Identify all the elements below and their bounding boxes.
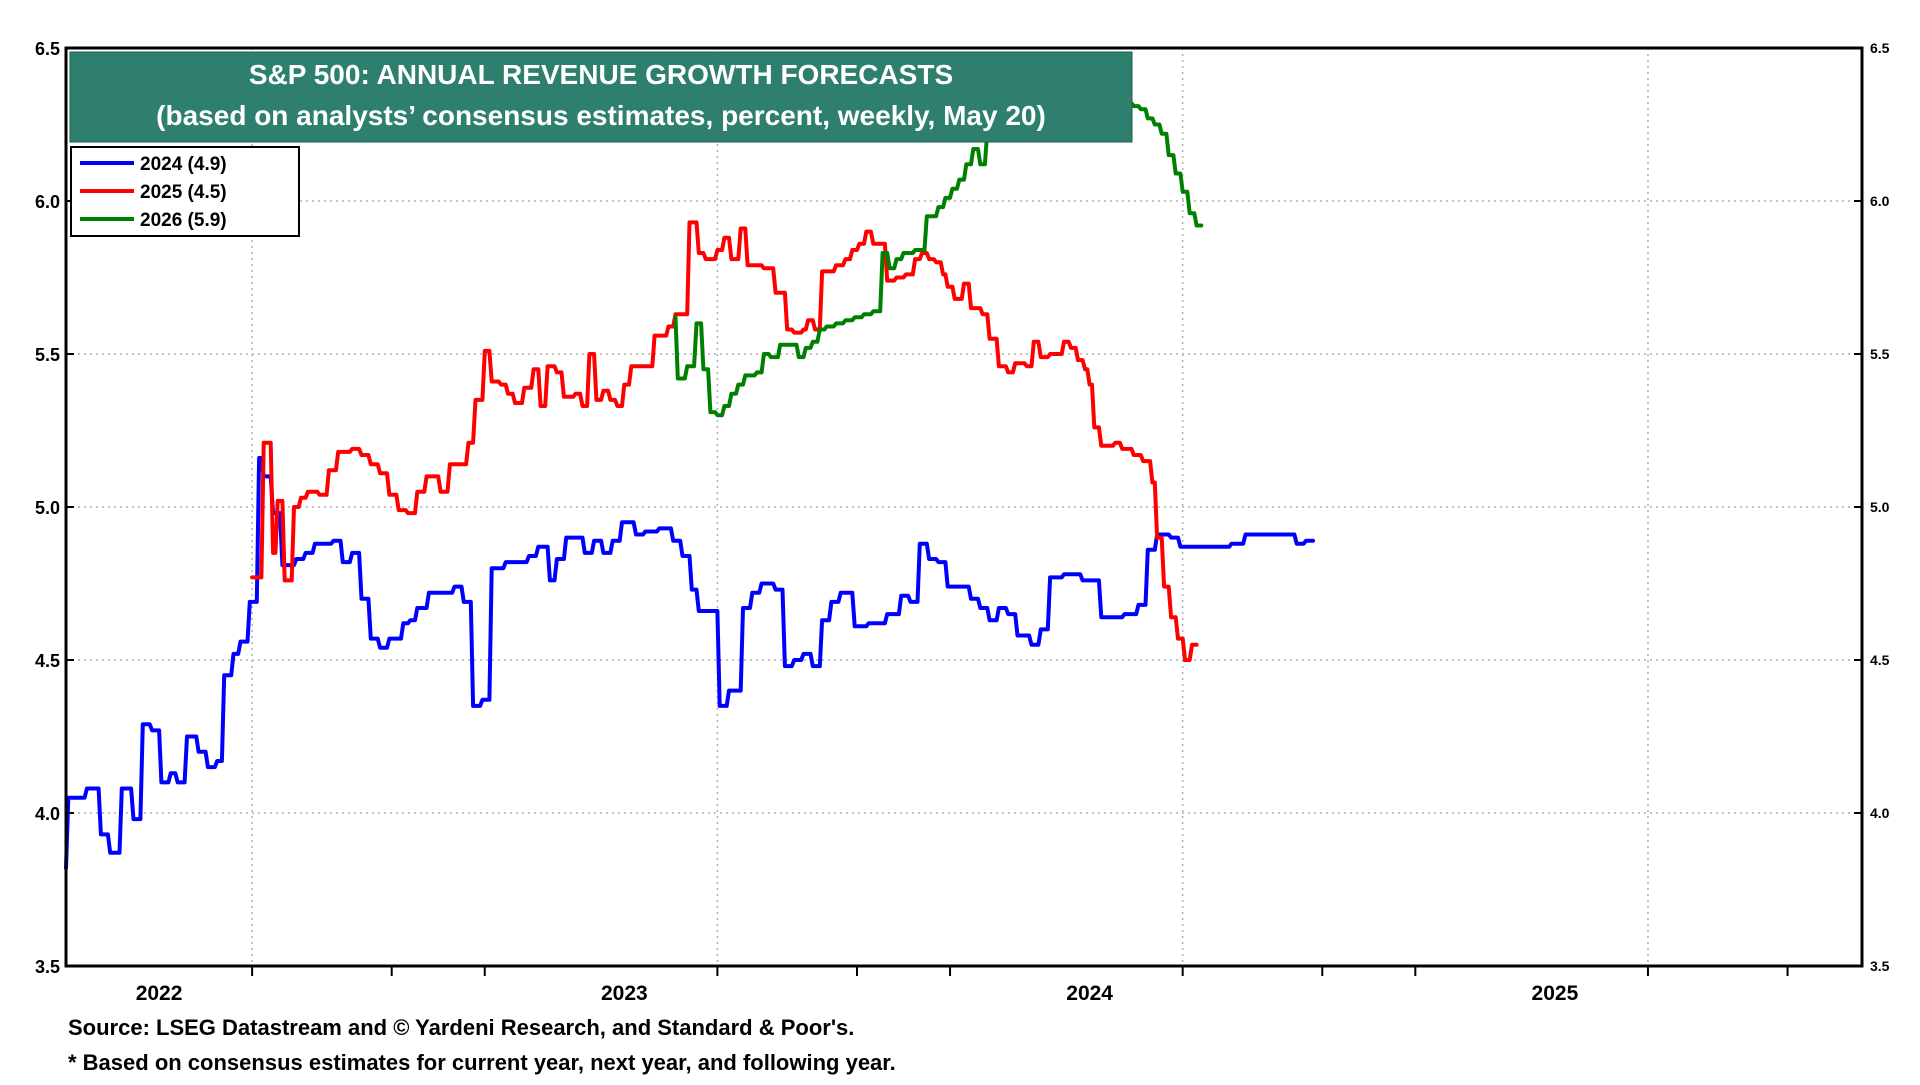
gridlines	[66, 48, 1862, 966]
y-tick-label-right: 3.5	[1870, 958, 1890, 974]
y-tick-label-right: 5.5	[1870, 346, 1890, 362]
y-tick-label-right: 4.0	[1870, 805, 1890, 821]
y-tick-label-right: 4.5	[1870, 652, 1890, 668]
chart-subtitle: (based on analysts’ consensus estimates,…	[156, 100, 1046, 131]
legend-label-3: 2026 (5.9)	[140, 210, 227, 231]
series-line-1	[64, 456, 1315, 871]
y-tick-label-left: 5.0	[35, 498, 60, 518]
y-tick-label-left: 3.5	[35, 957, 60, 977]
x-tick-label: 2022	[136, 982, 183, 1005]
footnote: * Based on consensus estimates for curre…	[68, 1050, 896, 1075]
legend-label-2: 2025 (4.5)	[140, 182, 227, 203]
title-background	[69, 51, 1133, 143]
plot-frame	[64, 46, 1864, 968]
y-tick-label-right: 6.0	[1870, 193, 1890, 209]
y-tick-label-left: 5.5	[35, 345, 60, 365]
y-tick-label-right: 5.0	[1870, 499, 1890, 515]
y-tick-label-left: 4.0	[35, 804, 60, 824]
legend: 2024 (4.9) 2025 (4.5) 2026 (5.9)	[70, 146, 300, 237]
chart-title-box: S&P 500: ANNUAL REVENUE GROWTH FORECASTS…	[69, 51, 1133, 143]
source-note: Source: LSEG Datastream and © Yardeni Re…	[68, 1015, 855, 1040]
axes: 3.5 3.5 4.0 4.0 4.5 4.5 5.0 5.0 5.5 5.5 6.0 6.0 6.5 6…	[35, 39, 1890, 1005]
y-tick-label-right: 6.5	[1870, 40, 1890, 56]
x-tick-label: 2024	[1066, 982, 1113, 1005]
y-tick-label-left: 6.0	[35, 192, 60, 212]
series-line-2	[250, 220, 1199, 662]
x-tick-label: 2023	[601, 982, 648, 1005]
chart-title: S&P 500: ANNUAL REVENUE GROWTH FORECASTS	[249, 59, 953, 90]
y-tick-label-left: 4.5	[35, 651, 60, 671]
legend-label-1: 2024 (4.9)	[140, 154, 227, 175]
y-tick-label-left: 6.5	[35, 39, 60, 59]
x-tick-label: 2025	[1532, 982, 1579, 1005]
